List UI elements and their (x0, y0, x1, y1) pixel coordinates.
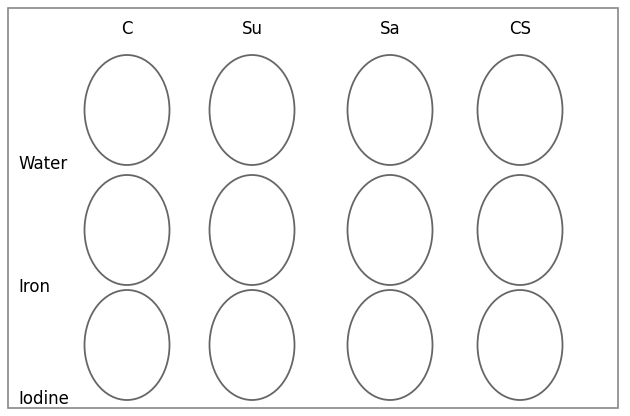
Text: Water: Water (18, 155, 67, 173)
Text: Iodine: Iodine (18, 390, 69, 408)
Text: Iron: Iron (18, 278, 50, 296)
Ellipse shape (84, 290, 169, 400)
Text: Sa: Sa (380, 20, 400, 38)
Text: CS: CS (509, 20, 531, 38)
Ellipse shape (84, 55, 169, 165)
Ellipse shape (348, 290, 433, 400)
Ellipse shape (210, 175, 294, 285)
Ellipse shape (478, 175, 563, 285)
Ellipse shape (210, 55, 294, 165)
Ellipse shape (348, 55, 433, 165)
Text: C: C (121, 20, 133, 38)
Ellipse shape (478, 290, 563, 400)
Ellipse shape (478, 55, 563, 165)
Ellipse shape (348, 175, 433, 285)
Text: Su: Su (241, 20, 263, 38)
Ellipse shape (84, 175, 169, 285)
Ellipse shape (210, 290, 294, 400)
